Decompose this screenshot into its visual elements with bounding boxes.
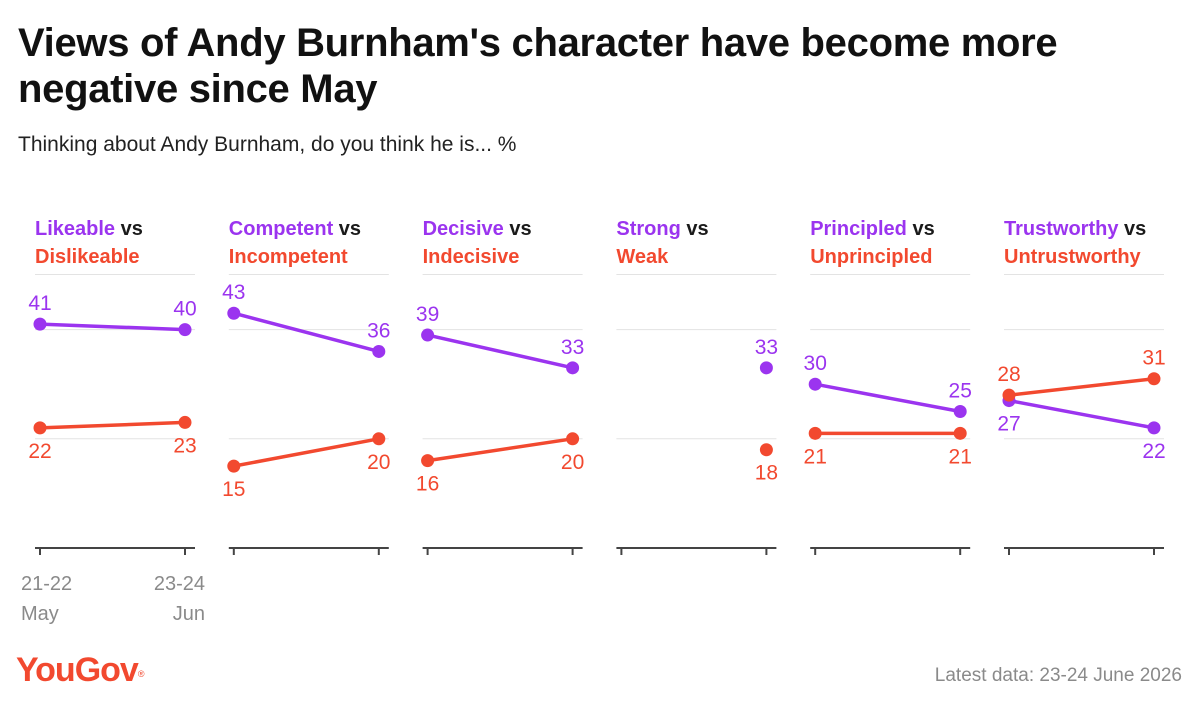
negative-data-point bbox=[808, 426, 822, 440]
panel-header-positive: Principled vs bbox=[810, 218, 935, 240]
negative-data-point bbox=[372, 432, 386, 446]
positive-data-label: 33 bbox=[755, 336, 778, 359]
negative-series-line bbox=[425, 437, 575, 463]
positive-data-label: 39 bbox=[416, 303, 439, 326]
negative-data-point bbox=[1147, 372, 1161, 386]
negative-data-label: 15 bbox=[222, 478, 245, 501]
negative-data-label: 20 bbox=[367, 451, 390, 474]
panel-header-negative: Incompetent bbox=[229, 246, 348, 268]
positive-data-point bbox=[566, 361, 580, 375]
panel-trustworthy: Trustworthy vs Untrustworthy 27 28 22 31 bbox=[997, 218, 1166, 555]
panel-header-positive: Competent vs bbox=[229, 218, 361, 240]
negative-data-point bbox=[33, 421, 47, 435]
positive-data-label: 41 bbox=[28, 292, 51, 315]
panel-strong: Strong vs Weak 33 18 bbox=[616, 218, 778, 555]
positive-data-label: 27 bbox=[997, 413, 1020, 436]
positive-data-label: 30 bbox=[804, 352, 827, 375]
negative-data-point bbox=[421, 454, 435, 468]
negative-data-point bbox=[1002, 388, 1016, 402]
positive-series-line bbox=[425, 333, 575, 370]
negative-data-label: 22 bbox=[28, 440, 51, 463]
panel-header-negative: Weak bbox=[616, 246, 669, 268]
chart-title: Views of Andy Burnham's character have b… bbox=[18, 21, 1058, 111]
positive-data-point bbox=[372, 344, 386, 358]
negative-data-point bbox=[953, 426, 967, 440]
positive-data-point bbox=[227, 306, 241, 320]
negative-series-line bbox=[232, 437, 381, 468]
positive-data-point bbox=[178, 323, 192, 337]
yougov-logo: YouGov® bbox=[16, 651, 145, 689]
positive-series-line bbox=[813, 382, 962, 414]
negative-data-label: 23 bbox=[173, 434, 196, 457]
negative-data-label: 21 bbox=[804, 445, 827, 468]
panel-header-positive: Strong vs bbox=[616, 218, 708, 240]
negative-data-label: 28 bbox=[997, 363, 1020, 386]
panel-decisive: Decisive vs Indecisive 39 16 33 20 bbox=[416, 218, 584, 555]
negative-series-line bbox=[1007, 376, 1156, 397]
positive-data-label: 40 bbox=[173, 298, 196, 321]
x-tick-label: 23-24 bbox=[154, 573, 205, 595]
positive-data-point bbox=[808, 377, 822, 391]
panel-header-negative: Indecisive bbox=[423, 246, 520, 268]
positive-data-point bbox=[421, 328, 435, 342]
chart-subtitle: Thinking about Andy Burnham, do you thin… bbox=[18, 133, 517, 156]
positive-data-point bbox=[953, 405, 967, 418]
positive-series-line bbox=[1007, 398, 1156, 430]
positive-data-label: 36 bbox=[367, 319, 390, 342]
negative-data-point bbox=[178, 415, 192, 429]
positive-data-point bbox=[759, 361, 773, 375]
source-note: Latest data: 23-24 June 2026 bbox=[934, 665, 1182, 686]
negative-data-label: 31 bbox=[1142, 347, 1165, 370]
negative-series-line bbox=[38, 420, 187, 430]
panel-header-negative: Dislikeable bbox=[35, 246, 140, 268]
x-tick-label: 21-22 bbox=[21, 573, 72, 595]
positive-data-point bbox=[1147, 421, 1161, 435]
negative-data-point bbox=[566, 432, 580, 446]
positive-series-line bbox=[38, 322, 187, 332]
negative-data-label: 18 bbox=[755, 462, 778, 485]
positive-data-label: 25 bbox=[949, 380, 972, 403]
x-tick-label: May bbox=[21, 603, 59, 625]
panel-header-positive: Decisive vs bbox=[423, 218, 532, 240]
positive-data-label: 22 bbox=[1142, 440, 1165, 463]
negative-data-label: 16 bbox=[416, 473, 439, 496]
panel-header-positive: Likeable vs bbox=[35, 218, 143, 240]
negative-data-point bbox=[227, 459, 241, 473]
positive-data-point bbox=[33, 317, 47, 331]
logo-text: YouGov bbox=[16, 651, 139, 689]
positive-data-label: 43 bbox=[222, 281, 245, 304]
panel-header-positive: Trustworthy vs bbox=[1004, 218, 1146, 240]
negative-data-label: 20 bbox=[561, 451, 584, 474]
panel-competent: Competent vs Incompetent 43 15 36 20 bbox=[222, 218, 390, 555]
positive-data-label: 33 bbox=[561, 336, 584, 359]
x-tick-label: Jun bbox=[173, 603, 205, 625]
panel-principled: Principled vs Unprincipled 30 21 25 21 bbox=[804, 218, 972, 555]
panel-header-negative: Untrustworthy bbox=[1004, 246, 1142, 268]
positive-series-line bbox=[232, 311, 381, 354]
panel-header-negative: Unprincipled bbox=[810, 246, 932, 268]
small-multiples-chart: Likeable vs Dislikeable 21-22 May 23-24 Jun 41… bbox=[21, 218, 1166, 625]
negative-data-label: 21 bbox=[949, 445, 972, 468]
negative-data-point bbox=[759, 443, 773, 457]
panel-likeable: Likeable vs Dislikeable 21-22 May 23-24 Jun 41… bbox=[21, 218, 205, 625]
